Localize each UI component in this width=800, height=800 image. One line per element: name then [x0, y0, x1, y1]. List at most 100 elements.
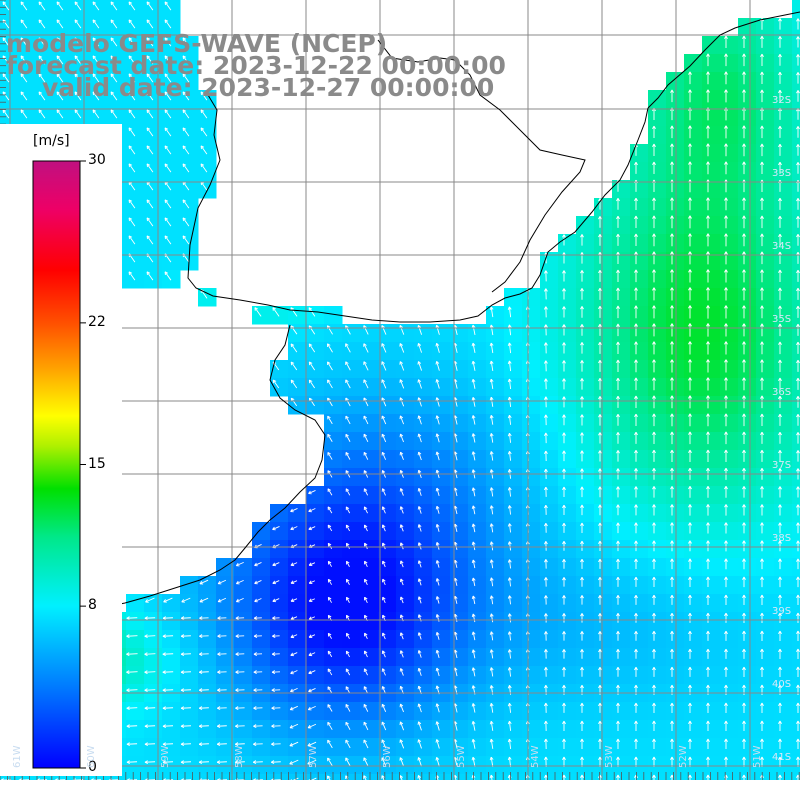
speed-cell: [486, 576, 505, 595]
speed-cell: [558, 360, 577, 379]
wind-arrow: [580, 360, 584, 372]
speed-cell: [504, 396, 523, 415]
speed-cell: [504, 648, 523, 667]
wind-arrow: [345, 433, 351, 442]
speed-cell: [324, 612, 343, 631]
speed-cell: [756, 162, 775, 181]
speed-cell: [234, 558, 253, 577]
wind-arrow: [670, 341, 674, 355]
speed-cell: [522, 414, 541, 433]
speed-cell: [720, 180, 739, 199]
speed-cell: [720, 666, 739, 685]
wind-arrow: [688, 359, 692, 373]
wind-arrow: [796, 450, 800, 462]
speed-cell: [216, 612, 235, 631]
wind-arrow: [652, 431, 656, 444]
speed-cell: [720, 234, 739, 253]
wind-arrow: [724, 341, 728, 355]
speed-cell: [234, 738, 253, 757]
speed-cell: [288, 522, 307, 541]
speed-cell: [558, 432, 577, 451]
wind-arrow: [417, 361, 422, 371]
wind-arrow: [760, 287, 764, 301]
wind-arrow: [778, 287, 782, 301]
wind-arrow: [435, 487, 440, 497]
speed-cell: [216, 648, 235, 667]
speed-cell: [576, 468, 595, 487]
speed-cell: [126, 594, 145, 613]
wind-arrow: [562, 378, 566, 390]
speed-cell: [738, 54, 757, 73]
speed-cell: [504, 486, 523, 505]
wind-arrow: [760, 504, 764, 516]
speed-cell: [756, 666, 775, 685]
speed-cell: [792, 558, 800, 577]
wind-arrow: [778, 251, 782, 265]
wind-arrow: [2, 37, 10, 47]
wind-arrow: [2, 73, 10, 83]
wind-arrow: [616, 450, 620, 462]
wind-arrow: [580, 324, 584, 336]
wind-arrow: [417, 451, 422, 461]
speed-cell: [468, 702, 487, 721]
speed-cell: [342, 360, 361, 379]
wind-arrow: [580, 522, 584, 533]
speed-cell: [756, 738, 775, 757]
wind-arrow: [92, 1, 100, 11]
wind-arrow: [706, 197, 710, 211]
speed-cell: [576, 558, 595, 577]
latitude-label: 38S: [772, 533, 792, 544]
wind-arrow: [363, 379, 369, 389]
speed-cell: [288, 594, 307, 613]
wind-arrow: [38, 1, 46, 11]
wind-arrow: [381, 415, 387, 425]
speed-cell: [288, 612, 307, 631]
wind-arrow: [724, 269, 728, 283]
speed-cell: [648, 486, 667, 505]
wind-arrow: [364, 560, 368, 568]
wind-arrow: [652, 251, 656, 265]
wind-arrow: [507, 414, 512, 425]
speed-cell: [414, 450, 433, 469]
wind-arrow: [778, 269, 782, 283]
speed-cell: [558, 396, 577, 415]
speed-cell: [612, 522, 631, 541]
speed-cell: [774, 720, 793, 739]
speed-cell: [486, 414, 505, 433]
speed-cell: [738, 540, 757, 559]
speed-cell: [792, 306, 800, 325]
speed-cell: [702, 396, 721, 415]
speed-cell: [180, 738, 199, 757]
wind-arrow: [724, 215, 728, 229]
speed-cell: [738, 576, 757, 595]
speed-cell: [468, 504, 487, 523]
speed-cell: [306, 558, 325, 577]
speed-cell: [522, 666, 541, 685]
speed-cell: [648, 162, 667, 181]
speed-cell: [450, 414, 469, 433]
wind-arrow: [796, 359, 800, 372]
speed-cell: [558, 630, 577, 649]
wind-arrow: [580, 270, 584, 282]
speed-cell: [432, 504, 451, 523]
speed-cell: [252, 522, 271, 541]
speed-cell: [522, 486, 541, 505]
speed-cell: [576, 738, 595, 757]
speed-cell: [360, 630, 379, 649]
wind-arrow: [562, 324, 566, 336]
speed-cell: [612, 234, 631, 253]
speed-cell: [774, 432, 793, 451]
speed-cell: [306, 738, 325, 757]
speed-cell: [342, 324, 361, 343]
speed-cell: [306, 522, 325, 541]
speed-cell: [792, 144, 800, 163]
speed-cell: [576, 306, 595, 325]
speed-cell: [792, 720, 800, 739]
speed-cell: [648, 414, 667, 433]
speed-cell: [342, 738, 361, 757]
speed-cell: [522, 306, 541, 325]
speed-cell: [684, 558, 703, 577]
wind-arrow: [417, 415, 422, 425]
speed-cell: [414, 504, 433, 523]
speed-cell: [594, 324, 613, 343]
